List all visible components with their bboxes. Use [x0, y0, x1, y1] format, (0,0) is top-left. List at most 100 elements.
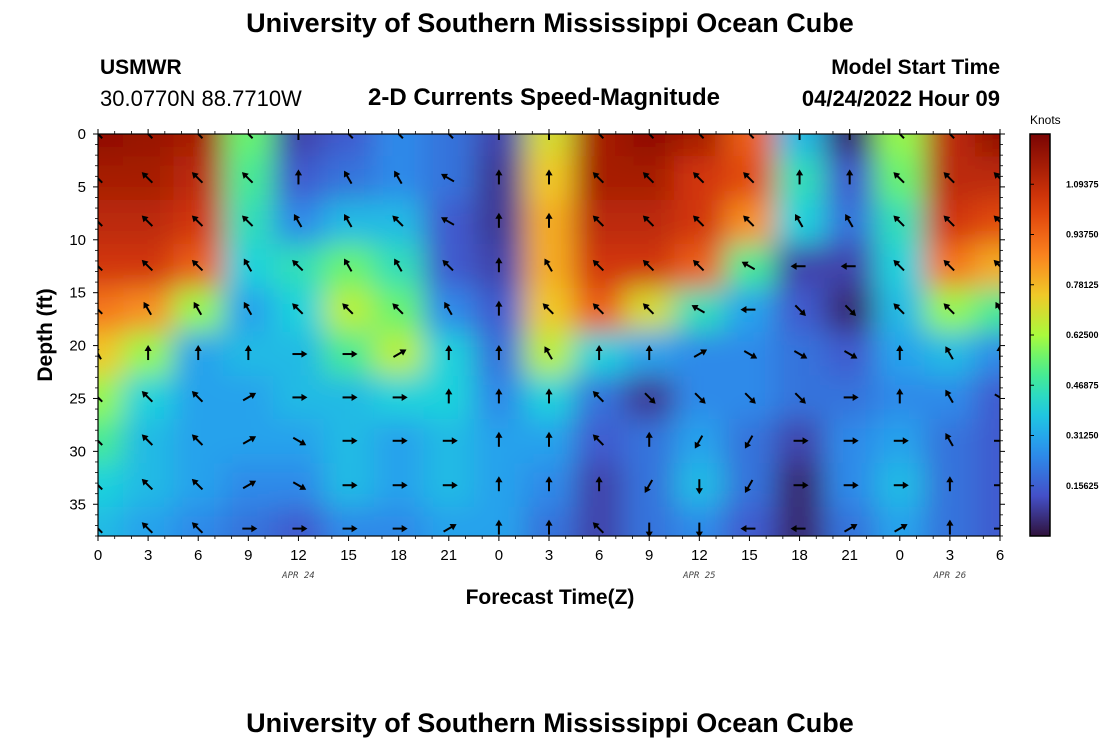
current-arrow — [544, 258, 553, 272]
x-tick-label: 18 — [791, 547, 808, 564]
current-arrow — [943, 303, 955, 315]
current-arrow — [342, 393, 358, 402]
current-arrow — [743, 215, 755, 227]
current-arrow — [495, 431, 503, 447]
current-arrow — [993, 172, 1000, 184]
current-arrow — [692, 215, 705, 227]
heatmap-cell — [98, 331, 124, 377]
y-tick-label: 15 — [69, 285, 86, 302]
current-arrow — [243, 301, 253, 316]
current-arrow — [790, 524, 806, 533]
current-arrow — [846, 169, 854, 185]
current-arrow — [343, 214, 353, 228]
current-arrow — [191, 522, 204, 534]
current-arrow — [394, 170, 403, 185]
current-arrow — [843, 523, 858, 533]
current-arrow — [342, 524, 358, 533]
colorbar-tick-label: 0.78125 — [1066, 280, 1099, 290]
colorbar-tick-label: 0.15625 — [1066, 481, 1099, 491]
current-arrow — [293, 214, 303, 228]
current-arrow — [893, 172, 905, 184]
x-tick-label: 0 — [495, 547, 503, 564]
x-tick-label: 12 — [691, 547, 708, 564]
current-arrow — [141, 478, 154, 491]
current-arrow — [592, 391, 605, 403]
heatmap-cell — [273, 134, 324, 157]
current-arrow — [844, 304, 857, 316]
x-tick-label: 9 — [244, 547, 252, 564]
chart-subtitle: 2-D Currents Speed-Magnitude — [368, 84, 721, 111]
current-arrow — [741, 261, 756, 271]
current-arrow — [843, 393, 859, 402]
heatmap-cell — [323, 506, 375, 536]
current-arrow — [793, 437, 809, 445]
current-arrow — [242, 524, 258, 533]
current-arrow — [495, 169, 503, 185]
heatmap-cell — [98, 463, 124, 508]
heatmap-cell — [98, 419, 124, 464]
current-arrow — [143, 301, 152, 316]
y-tick-label: 25 — [69, 390, 86, 407]
heatmap-cell — [473, 134, 525, 157]
heatmap-cell — [774, 134, 826, 157]
footer-title: University of Southern Mississippi Ocean… — [246, 708, 854, 738]
colorbar-tick-label: 1.09375 — [1066, 179, 1099, 189]
current-arrow — [440, 217, 455, 226]
current-arrow — [242, 436, 257, 445]
current-arrow — [545, 212, 553, 228]
heatmap-cell — [724, 134, 775, 157]
current-arrow — [592, 434, 605, 446]
colorbar: Knots 0.15625 0.31250 0.46875 0.62500 0.78125… — [1029, 113, 1099, 537]
heatmap-cell — [173, 134, 224, 157]
current-arrow — [444, 301, 453, 316]
current-arrow — [294, 169, 303, 185]
model-start-label: Model Start Time — [831, 56, 1000, 79]
current-arrow — [794, 304, 806, 316]
current-arrow — [292, 259, 304, 272]
current-arrow — [740, 306, 756, 314]
heatmap-cell — [423, 134, 475, 157]
heatmap-cell — [824, 506, 876, 536]
current-arrow — [141, 215, 154, 227]
station-coordinates: 30.0770N 88.7710W — [100, 86, 302, 111]
colorbar-tick-label: 0.31250 — [1066, 431, 1099, 441]
current-arrow — [144, 345, 152, 361]
y-tick-label: 35 — [69, 496, 86, 513]
current-arrow — [691, 304, 706, 314]
current-arrow — [946, 476, 954, 492]
current-arrow — [642, 215, 655, 227]
x-tick-label: 21 — [841, 547, 858, 564]
current-arrow — [645, 345, 653, 361]
heatmap-cell — [98, 134, 124, 157]
current-arrow — [343, 258, 353, 272]
x-tick-label: 0 — [94, 547, 102, 564]
heatmap-cell — [98, 200, 124, 245]
colorbar-tick-label: 0.62500 — [1066, 330, 1099, 340]
x-tick-label: 3 — [545, 547, 553, 564]
x-tick-label: 3 — [144, 547, 152, 564]
current-arrow — [945, 346, 954, 360]
current-arrow — [993, 215, 1000, 227]
current-arrow — [645, 522, 653, 536]
current-arrow — [595, 345, 603, 361]
current-arrow — [342, 303, 354, 315]
x-tick-label: 18 — [390, 547, 407, 564]
current-arrow — [392, 437, 408, 445]
heatmap-cell — [974, 331, 1000, 377]
current-arrow — [495, 300, 503, 316]
current-arrow — [794, 392, 806, 404]
current-arrow — [692, 172, 705, 184]
current-arrow — [793, 350, 808, 359]
current-arrow — [442, 437, 458, 445]
current-arrow — [943, 172, 955, 184]
x-tick-label: 0 — [896, 547, 904, 564]
colorbar-tick-label: 0.46875 — [1066, 380, 1099, 390]
x-tick-label: 15 — [741, 547, 758, 564]
heatmap-cell — [974, 134, 1000, 157]
current-arrow — [392, 303, 404, 315]
current-arrow — [595, 476, 603, 492]
current-arrow — [343, 170, 353, 185]
current-arrow — [744, 435, 754, 449]
heatmap-cell — [624, 134, 675, 157]
